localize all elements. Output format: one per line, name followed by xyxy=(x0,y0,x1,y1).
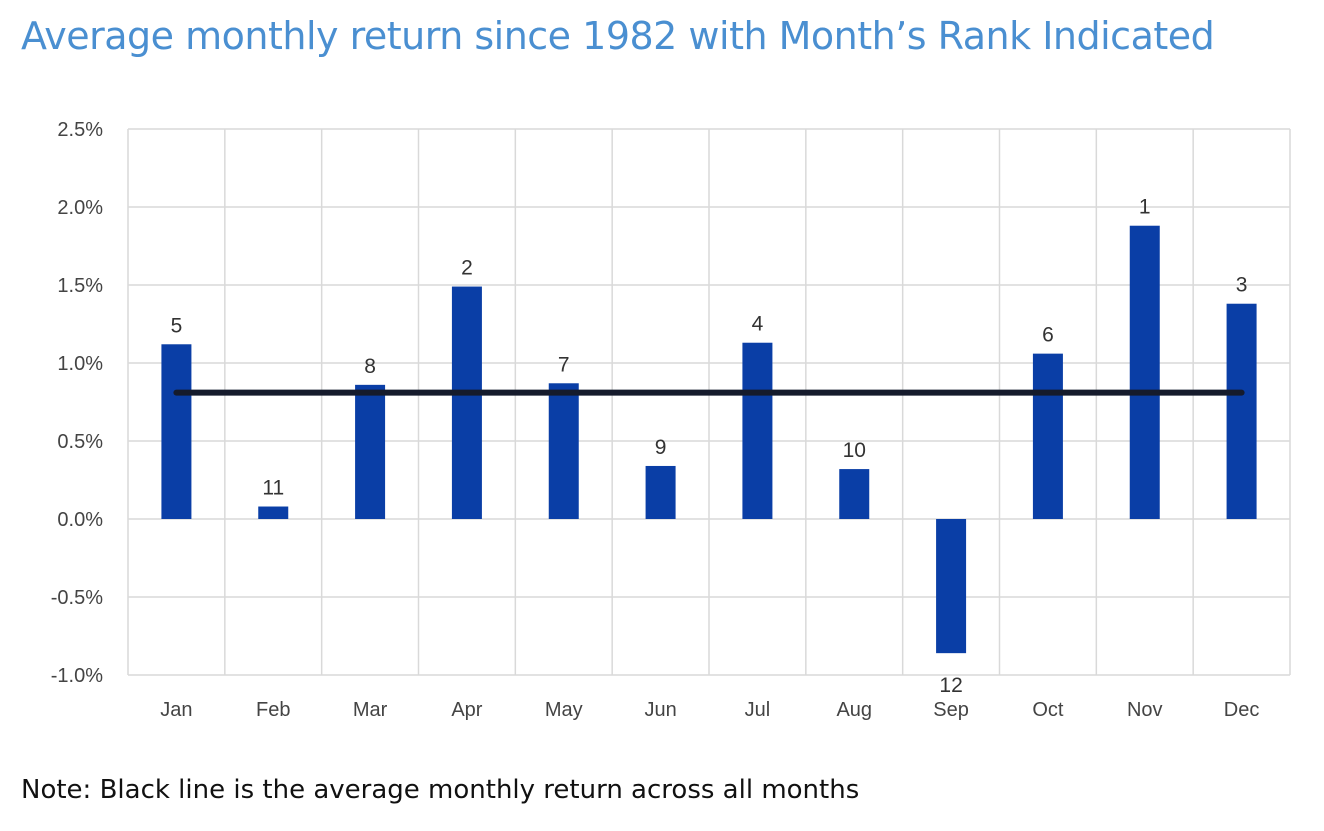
bar-dec xyxy=(1226,303,1257,519)
rank-label: 3 xyxy=(1236,274,1248,297)
y-tick-label: 0.5% xyxy=(57,431,103,453)
x-tick-label: Jan xyxy=(160,699,192,721)
bar-feb xyxy=(258,506,289,519)
x-tick-label: Nov xyxy=(1127,699,1163,721)
rank-label: 12 xyxy=(939,674,962,697)
rank-label: 10 xyxy=(843,439,866,462)
x-tick-label: May xyxy=(545,699,583,721)
rank-label: 8 xyxy=(364,355,376,378)
y-tick-label: 2.5% xyxy=(57,119,103,141)
gridlines xyxy=(127,128,1291,676)
bar-mar xyxy=(355,384,386,519)
x-tick-label: Jul xyxy=(745,699,771,721)
bar-chart: 2.5% 2.0% 1.5% 1.0% 0.5% 0.0% -0.5% -1.0% 5 11 8 2… xyxy=(51,119,1291,721)
bar-jan xyxy=(161,344,192,519)
x-tick-label: Mar xyxy=(353,699,388,721)
bar-sep xyxy=(936,519,967,654)
rank-label: 1 xyxy=(1139,196,1151,219)
x-tick-label: Feb xyxy=(256,699,290,721)
chart-title: Average monthly return since 1982 with M… xyxy=(21,14,1215,58)
y-tick-label: 1.0% xyxy=(57,353,103,375)
rank-label: 9 xyxy=(655,436,667,459)
rank-label: 2 xyxy=(461,257,473,280)
rank-label: 11 xyxy=(262,477,284,500)
y-tick-label: 0.0% xyxy=(57,509,103,531)
bar-apr xyxy=(451,286,482,519)
x-tick-label: Aug xyxy=(836,699,872,721)
bars xyxy=(161,225,1257,654)
x-tick-label: Sep xyxy=(933,699,969,721)
x-tick-label: Oct xyxy=(1032,699,1064,721)
x-tick-label: Apr xyxy=(451,699,482,721)
bar-jul xyxy=(742,342,773,519)
chart-note: Note: Black line is the average monthly … xyxy=(21,775,860,805)
bar-jun xyxy=(645,465,676,519)
y-tick-label: -0.5% xyxy=(51,587,103,609)
rank-label: 6 xyxy=(1042,324,1054,347)
y-tick-label: 1.5% xyxy=(57,275,103,297)
bar-aug xyxy=(839,469,870,519)
rank-label: 4 xyxy=(752,313,764,336)
rank-label: 5 xyxy=(171,314,183,337)
y-tick-label: 2.0% xyxy=(57,197,103,219)
y-tick-label: -1.0% xyxy=(51,665,103,687)
x-tick-label: Dec xyxy=(1224,699,1260,721)
y-axis: 2.5% 2.0% 1.5% 1.0% 0.5% 0.0% -0.5% -1.0% xyxy=(51,119,103,687)
bar-oct xyxy=(1032,353,1063,519)
rank-label: 7 xyxy=(558,353,570,376)
x-tick-label: Jun xyxy=(644,699,676,721)
data-labels: 5 11 8 2 7 9 4 10 12 6 1 3 xyxy=(171,196,1248,697)
bar-nov xyxy=(1129,225,1160,519)
bar-may xyxy=(548,383,579,519)
x-axis: Jan Feb Mar Apr May Jun Jul Aug Sep Oct Nov Dec xyxy=(160,699,1259,721)
